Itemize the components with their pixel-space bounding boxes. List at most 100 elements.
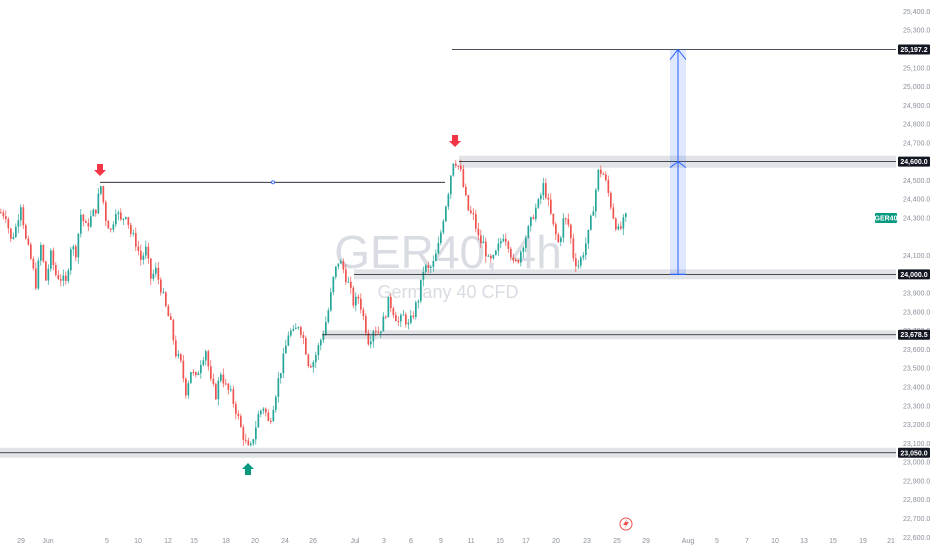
candle-body	[35, 268, 37, 289]
candle-body	[15, 226, 17, 237]
signal-arrows	[94, 135, 461, 475]
candle-body	[242, 427, 245, 440]
measure-arrowhead-mid	[669, 161, 687, 169]
time-tick-label: 20	[552, 538, 560, 545]
candle-body	[7, 218, 10, 229]
candle-body	[190, 372, 192, 384]
candle-body	[612, 207, 615, 219]
candle-body	[587, 229, 590, 244]
candle-body	[510, 248, 512, 258]
candle-body	[605, 174, 607, 181]
time-tick-label: 11	[467, 538, 474, 545]
candle-body	[275, 396, 277, 410]
candle-body	[270, 420, 272, 422]
price-tick-label: 23,400.0	[903, 385, 930, 392]
candle-body	[37, 260, 40, 289]
candle-body	[25, 225, 27, 239]
price-tick-label: 23,000.0	[903, 460, 930, 467]
candle-body	[160, 279, 162, 293]
candle-body	[565, 218, 567, 220]
time-tick-label: 19	[859, 538, 867, 545]
price-tick-label: 24,800.0	[903, 122, 930, 129]
candle-body	[60, 279, 62, 281]
candle-body	[272, 409, 275, 422]
price-tick-label: 24,500.0	[903, 178, 930, 185]
candle-body	[475, 214, 477, 229]
candle-body	[532, 217, 535, 219]
candle-body	[252, 439, 255, 444]
candle-body	[525, 237, 527, 248]
candle-body	[10, 228, 12, 239]
candle-body	[340, 261, 342, 264]
candle-body	[585, 243, 587, 256]
time-tick-label: 18	[222, 538, 230, 545]
candle-body	[237, 413, 240, 417]
candle-body	[47, 268, 50, 281]
lightning-icon[interactable]	[619, 517, 633, 531]
candle-body	[167, 306, 170, 317]
candle-body	[17, 220, 20, 227]
buy-arrow-icon	[242, 463, 254, 475]
candle-body	[325, 322, 327, 335]
candle-body	[130, 224, 132, 234]
candle-body	[102, 186, 105, 203]
candle-body	[342, 261, 345, 270]
candle-body	[412, 315, 415, 318]
candle-body	[112, 224, 115, 230]
sell-arrow-icon	[94, 164, 106, 176]
price-tick-label: 24,100.0	[903, 253, 930, 260]
candle-body	[330, 292, 332, 311]
price-tick-label: 22,600.0	[903, 535, 930, 542]
measure-tool[interactable]	[669, 48, 687, 275]
line-midpoint-handle	[271, 180, 275, 185]
price-level-badge	[898, 269, 930, 280]
candle-body	[610, 192, 612, 208]
price-axis[interactable]: 25,400.025,300.025,200.025,100.025,000.0…	[875, 0, 932, 550]
candle-body	[177, 354, 180, 357]
candle-body	[347, 281, 350, 283]
time-axis[interactable]: 29 Jun 5 10 12 15 18 20 24 26 Jul 3 6 9 11 15 17 20 23 25 29…	[17, 538, 895, 545]
candle-body	[620, 226, 622, 229]
candle-body	[560, 237, 562, 243]
candle-body	[445, 206, 447, 222]
price-level-label: 24,000.0	[900, 272, 927, 279]
candle-body	[530, 217, 532, 227]
candle-body	[192, 372, 195, 374]
time-tick-label: 13	[800, 538, 808, 545]
measure-arrowhead-top	[669, 48, 687, 60]
candle-body	[2, 212, 5, 217]
candle-body	[345, 269, 347, 283]
candle-body	[137, 246, 140, 251]
time-tick-label: 17	[522, 538, 530, 545]
candle-body	[127, 217, 130, 225]
candle-body	[72, 246, 75, 250]
candle-body	[440, 232, 442, 243]
price-level-label: 25,197.2	[900, 47, 927, 54]
candles-layer	[0, 159, 627, 447]
candle-body	[287, 335, 290, 346]
candle-body	[207, 351, 210, 367]
candle-body	[150, 258, 152, 279]
candle-body	[5, 216, 7, 219]
price-level-label: 23,050.0	[900, 450, 927, 457]
candle-body	[75, 246, 77, 258]
candle-body	[322, 334, 325, 341]
candle-body	[405, 314, 407, 325]
watermark-name: Germany 40 CFD	[377, 282, 518, 302]
candle-body	[185, 378, 187, 396]
candle-body	[117, 212, 120, 215]
candle-body	[517, 260, 520, 263]
candle-body	[95, 209, 97, 214]
price-tick-label: 23,300.0	[903, 403, 930, 410]
candle-body	[575, 258, 577, 267]
candle-body	[442, 221, 445, 233]
time-tick-label: 5	[715, 538, 719, 545]
price-tick-label: 23,200.0	[903, 422, 930, 429]
symbol-label: GER40	[875, 216, 898, 223]
candle-body	[285, 345, 287, 354]
candle-body	[580, 257, 582, 266]
candle-body	[262, 408, 265, 411]
candle-body	[232, 389, 235, 404]
candle-body	[162, 292, 165, 294]
